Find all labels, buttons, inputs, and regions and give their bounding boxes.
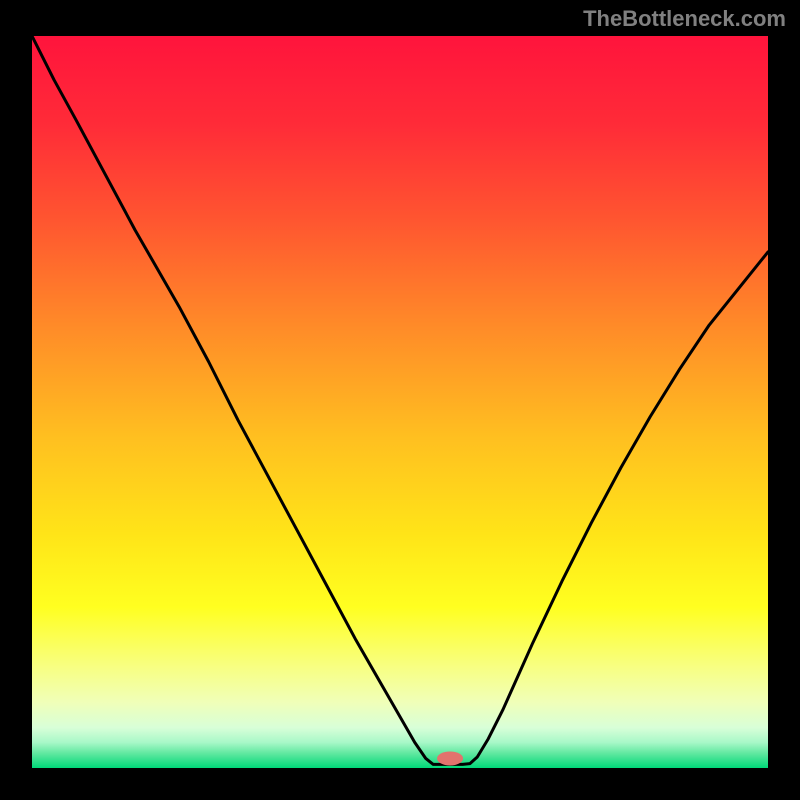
bottleneck-chart <box>32 36 768 768</box>
optimal-marker <box>437 751 463 765</box>
chart-canvas: TheBottleneck.com <box>0 0 800 800</box>
attribution-text: TheBottleneck.com <box>583 6 786 32</box>
